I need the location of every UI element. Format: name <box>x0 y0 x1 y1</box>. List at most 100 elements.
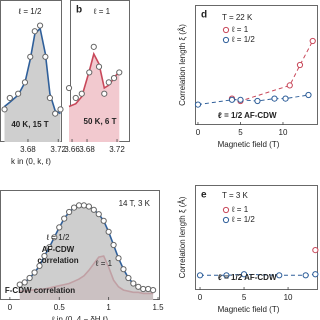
data-point <box>72 94 79 102</box>
data-point <box>286 82 293 89</box>
data-point <box>130 280 137 287</box>
legend-label: ℓ = 1/2 <box>231 35 255 44</box>
annotation: correlation <box>37 256 78 265</box>
data-point <box>57 106 64 113</box>
data-point <box>46 94 54 102</box>
data-point <box>80 202 88 209</box>
data-point <box>16 281 23 288</box>
legend-label: ℓ = 1 <box>231 205 249 214</box>
plot-frame <box>195 185 318 290</box>
annotation: T = 3 K <box>222 191 249 200</box>
legend-marker <box>222 36 230 44</box>
legend-marker <box>222 26 230 34</box>
x-tick-label: 10 <box>279 128 288 137</box>
data-point <box>46 244 53 251</box>
data-point <box>90 206 97 213</box>
x-axis-label: Magnetic field (T) <box>218 305 280 314</box>
annotation: ℓ = 1/2 AF-CDW <box>218 273 277 282</box>
data-point <box>78 90 85 97</box>
data-point <box>120 266 127 273</box>
data-point <box>6 94 13 102</box>
data-point <box>100 217 107 224</box>
x-tick-label: 5 <box>242 293 247 302</box>
x-tick-label: 3.72 <box>109 145 125 154</box>
data-point <box>86 69 93 76</box>
data-point <box>196 272 204 279</box>
x-axis-label: Magnetic field (T) <box>218 140 280 149</box>
data-point <box>105 228 112 235</box>
data-point <box>95 211 102 218</box>
data-point <box>66 208 73 216</box>
data-point <box>312 247 319 254</box>
data-point <box>110 241 117 249</box>
panel-label: b <box>76 5 82 16</box>
data-point <box>52 110 59 117</box>
data-point <box>125 274 132 282</box>
x-tick-label: 3.72 <box>50 145 66 154</box>
data-point <box>101 90 108 97</box>
data-point <box>194 101 202 108</box>
data-point <box>228 96 236 103</box>
data-point <box>61 215 68 222</box>
data-point <box>115 255 122 262</box>
data-point <box>95 63 103 70</box>
data-point <box>85 203 92 210</box>
x-tick-label: 1 <box>106 303 111 312</box>
x-tick-label: 0 <box>196 128 201 137</box>
annotation: 40 K, 15 T <box>11 120 48 129</box>
data-point <box>240 271 248 278</box>
x-axis-label: ℓ in (0, 4 − δH ℓ) <box>51 315 108 320</box>
fit-line <box>231 40 314 102</box>
panel-label: e <box>201 190 207 201</box>
data-point <box>51 234 58 241</box>
data-point <box>309 37 316 45</box>
data-point <box>70 204 78 211</box>
legend-label: ℓ = 1/2 <box>231 215 255 224</box>
data-point <box>282 95 289 102</box>
y-axis-label: Correlation length ξ (Å) <box>178 24 187 106</box>
legend-marker <box>222 216 230 224</box>
data-point <box>41 252 48 260</box>
annotation: ℓ = 1/2 AF-CDW <box>218 111 277 120</box>
data-point <box>296 61 304 69</box>
data-point <box>65 84 73 92</box>
data-point <box>110 75 118 82</box>
area <box>19 205 154 300</box>
data-point <box>21 79 29 86</box>
x-tick-label: 5 <box>238 128 243 137</box>
legend-label: ℓ = 1 <box>231 25 249 34</box>
data-point <box>105 79 112 86</box>
data-point <box>140 285 147 293</box>
data-point <box>145 285 152 293</box>
data-point <box>75 202 83 209</box>
data-point <box>254 97 261 105</box>
data-point <box>56 224 63 231</box>
x-tick-label: 3.68 <box>79 145 95 154</box>
data-point <box>36 22 44 29</box>
data-point <box>1 106 8 113</box>
area <box>4 28 61 142</box>
annotation: ℓ = 1/2 <box>18 7 42 16</box>
data-point <box>42 53 49 60</box>
annotation: ℓ = 1/2 <box>46 233 70 242</box>
annotation: F-CDW correlation <box>5 286 75 295</box>
x-tick-label: 3.68 <box>20 145 36 154</box>
data-point <box>312 271 319 278</box>
x-tick-label: 0 <box>8 303 13 312</box>
data-point <box>36 262 43 269</box>
x-tick-label: 0.5 <box>54 303 66 312</box>
annotation: 14 T, 3 K <box>119 199 151 208</box>
x-tick-label: 1.5 <box>152 303 164 312</box>
plot-frame <box>195 5 318 125</box>
x-axis-label: k in (0, k, ℓ) <box>11 157 51 166</box>
x-tick-label: 3.66 <box>64 145 80 154</box>
panel-label: d <box>201 10 207 21</box>
area <box>69 54 120 142</box>
y-axis-label: Correlation length ξ (Å) <box>178 196 187 278</box>
data-point <box>271 95 278 102</box>
data-point <box>27 53 34 60</box>
data-point <box>31 269 38 276</box>
annotation: ℓ = 1 <box>93 7 111 16</box>
x-tick-label: 0 <box>198 293 203 302</box>
